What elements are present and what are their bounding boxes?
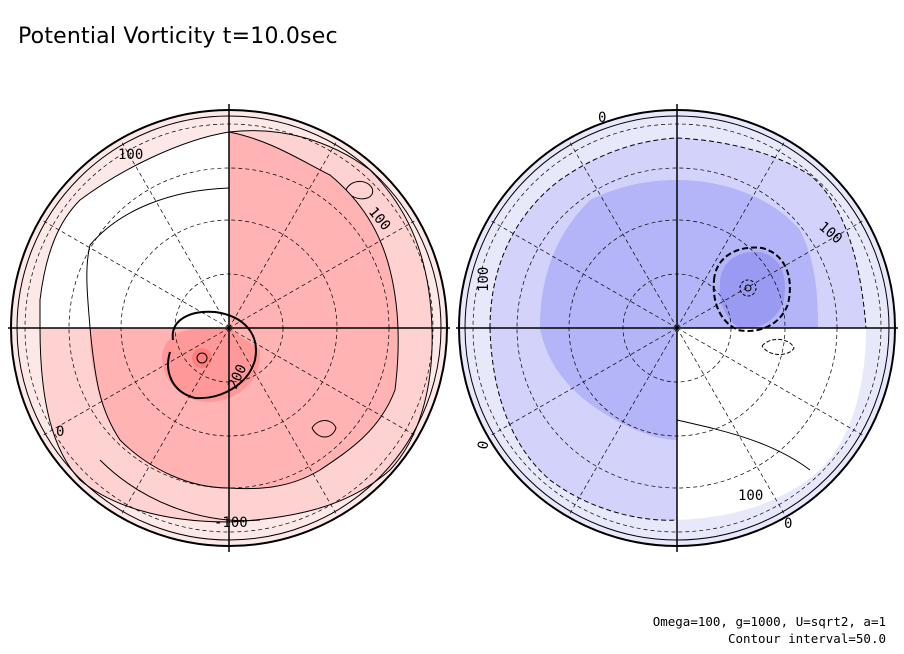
left-contour-0-inner <box>99 459 261 522</box>
chart-title: Potential Vorticity t=10.0sec <box>18 24 338 49</box>
footer-contour-interval: Contour interval=50.0 <box>727 631 886 646</box>
right-grid-spoke-120 <box>567 138 678 329</box>
right-outer-ring <box>458 109 896 547</box>
left-contour-150-blob2 <box>311 420 337 438</box>
right-fill-level-100 <box>540 180 818 440</box>
right-contour-0 <box>489 137 867 329</box>
left-fill-level-200 <box>192 348 212 368</box>
right-grid-spoke-240 <box>567 327 678 518</box>
footer-parameters: Omega=100, g=1000, U=sqrt2, a=1 <box>652 614 886 629</box>
left-hemisphere-plot: * 100 100 -100 0 200 <box>8 104 450 552</box>
right-contour-250 <box>744 284 752 292</box>
left-contour-100 <box>89 131 399 490</box>
left-label-100-top: 100 <box>118 147 143 163</box>
right-inner-ring <box>464 115 890 541</box>
right-hemisphere-plot: * 0 100 100 0 100 0 <box>456 104 898 552</box>
right-grid-spoke-210 <box>487 327 678 438</box>
left-contour-150-blob <box>345 181 374 200</box>
left-contour-250 <box>196 352 208 364</box>
right-contour-100-lower <box>676 419 811 471</box>
right-label-100-left: 100 <box>476 267 492 292</box>
left-label-0-left: 0 <box>56 424 64 440</box>
right-contour-150 <box>712 246 791 332</box>
left-outer-ring <box>10 109 448 547</box>
right-grid-spoke-150 <box>487 218 678 329</box>
right-white-quadrant <box>677 328 866 520</box>
left-grid-spoke-300 <box>228 327 339 518</box>
left-grid-spoke-120 <box>119 138 230 329</box>
right-label-0-left: 0 <box>475 440 492 451</box>
left-center-marker: * <box>225 322 232 336</box>
left-grid-spoke-210 <box>39 327 230 438</box>
right-grid-spoke-330 <box>676 327 867 438</box>
left-grid-spoke-150 <box>39 218 230 329</box>
left-grid-spoke-60 <box>228 138 339 329</box>
right-label-100-bottom: 100 <box>738 488 763 504</box>
right-center-marker: * <box>673 322 680 336</box>
left-contour-100-upper <box>86 187 230 329</box>
left-fill-level-100 <box>90 132 399 489</box>
right-grid-spoke-30 <box>676 218 867 329</box>
right-contour-200 <box>739 279 757 297</box>
right-grid-spoke-300 <box>676 327 787 518</box>
right-label-0-top: 0 <box>598 110 606 126</box>
left-grid-spoke-240 <box>119 327 230 518</box>
left-grid-spoke-30 <box>228 218 419 329</box>
left-label-100-bottom: -100 <box>214 515 248 531</box>
left-fill-level-150 <box>162 328 261 402</box>
left-grid-spoke-330 <box>228 327 419 438</box>
left-inner-ring <box>16 115 442 541</box>
right-contour-blob <box>761 339 795 355</box>
right-grid-spoke-60 <box>676 138 787 329</box>
right-label-0-bottom: 0 <box>784 516 792 532</box>
right-contour-0-lower <box>489 327 678 521</box>
left-contour-200 <box>167 310 257 400</box>
